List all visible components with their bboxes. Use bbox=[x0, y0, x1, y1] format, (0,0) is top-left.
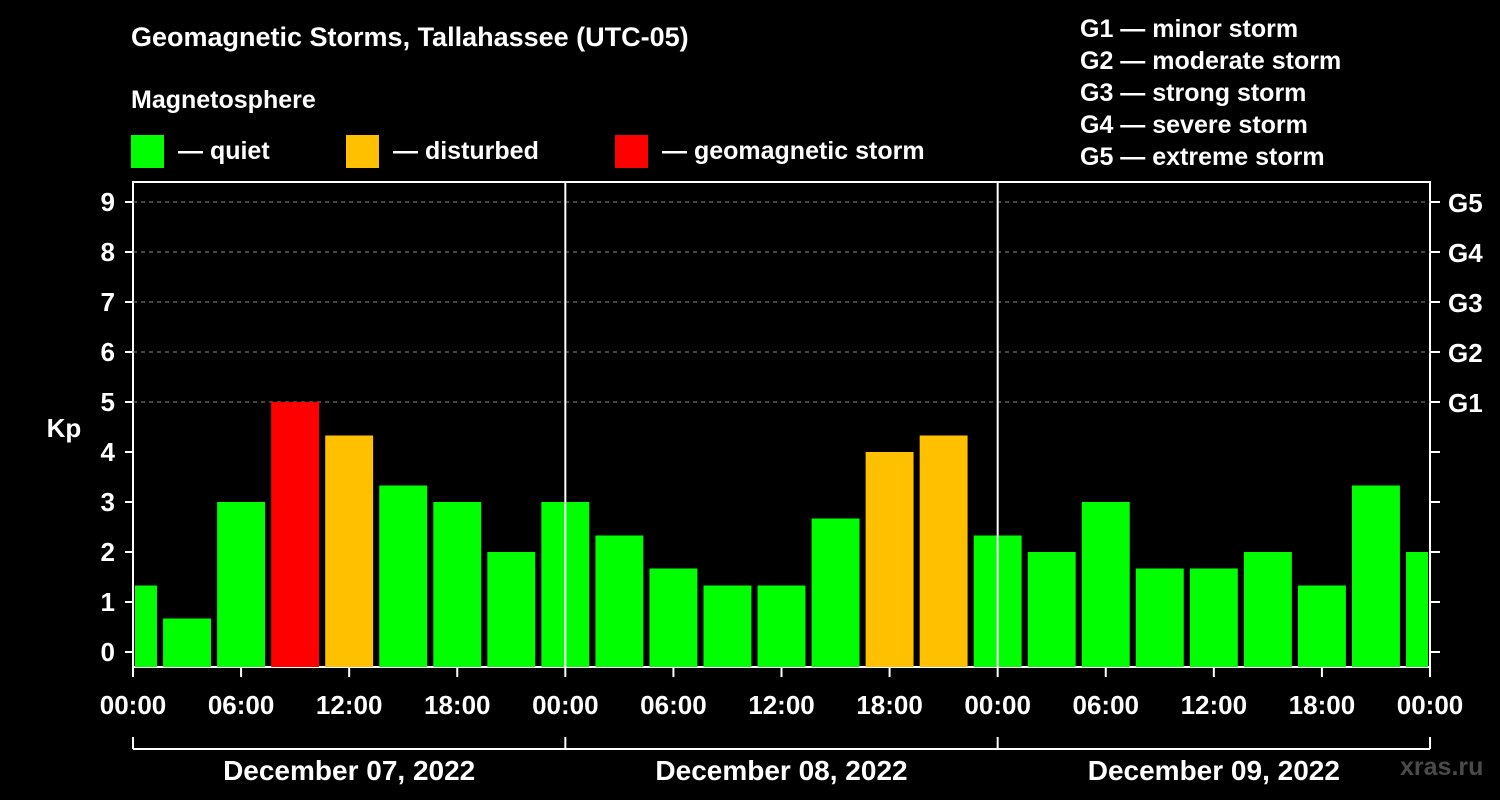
kp-bar-18 bbox=[1027, 552, 1076, 667]
kp-bar-8 bbox=[487, 552, 536, 667]
y-tick-label-0: 0 bbox=[101, 637, 115, 667]
kp-bar-25 bbox=[1406, 552, 1428, 667]
x-tick-label-13: 00:00 bbox=[1397, 690, 1464, 720]
x-tick-label-6: 06:00 bbox=[640, 690, 707, 720]
y-tick-label-4: 4 bbox=[101, 437, 116, 467]
kp-bar-4 bbox=[271, 402, 320, 667]
right-axis-label-g1: G1 bbox=[1448, 388, 1483, 418]
legend-item-storm: — geomagnetic storm bbox=[615, 133, 925, 169]
right-axis-label-g5: G5 bbox=[1448, 188, 1483, 218]
x-tick-label-12: 18:00 bbox=[1289, 690, 1356, 720]
x-tick-label-2: 06:00 bbox=[208, 690, 275, 720]
storm-scale-g2: G2 — moderate storm bbox=[1080, 47, 1342, 75]
kp-bar-24 bbox=[1351, 485, 1400, 667]
kp-bar-10 bbox=[595, 535, 644, 667]
y-tick-label-5: 5 bbox=[101, 387, 115, 417]
right-axis-label-g4: G4 bbox=[1448, 238, 1483, 268]
y-tick-label-2: 2 bbox=[101, 537, 115, 567]
y-tick-label-9: 9 bbox=[101, 187, 115, 217]
legend-heading: Magnetosphere bbox=[131, 86, 316, 114]
storm-scale-list: G1 — minor storm G2 — moderate storm G3 … bbox=[1080, 13, 1341, 173]
legend-swatch-quiet bbox=[131, 134, 164, 168]
storm-scale-g5: G5 — extreme storm bbox=[1080, 143, 1325, 171]
x-tick-label-8: 18:00 bbox=[856, 690, 923, 720]
legend-swatch-disturbed bbox=[346, 134, 379, 168]
day-label-2: December 08, 2022 bbox=[655, 755, 907, 786]
storm-scale-g1: G1 — minor storm bbox=[1080, 15, 1299, 43]
y-tick-label-6: 6 bbox=[101, 337, 115, 367]
day-label-3: December 09, 2022 bbox=[1088, 755, 1340, 786]
kp-bar-1 bbox=[135, 585, 157, 667]
kp-bar-11 bbox=[649, 568, 698, 667]
x-tick-label-3: 12:00 bbox=[316, 690, 383, 720]
x-tick-label-4: 18:00 bbox=[424, 690, 491, 720]
y-axis-label: Kp bbox=[47, 413, 82, 443]
storm-scale-g3: G3 — strong storm bbox=[1080, 79, 1307, 107]
day-label-1: December 07, 2022 bbox=[223, 755, 475, 786]
kp-bar-13 bbox=[757, 585, 806, 667]
legend-swatch-storm bbox=[615, 134, 648, 168]
kp-bar-6 bbox=[379, 485, 428, 667]
right-axis-label-g3: G3 bbox=[1448, 288, 1483, 318]
kp-bar-7 bbox=[433, 502, 482, 667]
legend-item-disturbed: — disturbed bbox=[346, 133, 539, 169]
right-axis-label-g2: G2 bbox=[1448, 338, 1483, 368]
x-tick-label-10: 06:00 bbox=[1073, 690, 1140, 720]
y-tick-label-3: 3 bbox=[101, 487, 115, 517]
y-tick-label-7: 7 bbox=[101, 287, 115, 317]
y-tick-label-1: 1 bbox=[101, 587, 115, 617]
kp-bar-12 bbox=[703, 585, 752, 667]
kp-bar-2 bbox=[163, 618, 212, 667]
kp-bar-3 bbox=[217, 502, 266, 667]
x-tick-label-7: 12:00 bbox=[748, 690, 815, 720]
kp-bar-23 bbox=[1297, 585, 1346, 667]
kp-bar-22 bbox=[1243, 552, 1292, 667]
kp-bar-19 bbox=[1081, 502, 1130, 667]
legend-item-quiet: — quiet bbox=[131, 133, 270, 169]
kp-bar-14 bbox=[811, 518, 860, 667]
x-tick-label-5: 00:00 bbox=[532, 690, 599, 720]
legend-label-quiet: — quiet bbox=[178, 136, 270, 165]
kp-bar-21 bbox=[1189, 568, 1238, 667]
kp-bar-20 bbox=[1135, 568, 1184, 667]
legend-label-disturbed: — disturbed bbox=[393, 136, 539, 165]
x-tick-label-9: 00:00 bbox=[964, 690, 1031, 720]
chart-title: Geomagnetic Storms, Tallahassee (UTC-05) bbox=[131, 22, 689, 52]
storm-scale-g4: G4 — severe storm bbox=[1080, 111, 1308, 139]
kp-bar-5 bbox=[325, 435, 374, 667]
kp-bar-16 bbox=[919, 435, 968, 667]
site-credit: xras.ru bbox=[1400, 753, 1484, 781]
x-tick-label-1: 00:00 bbox=[100, 690, 167, 720]
x-tick-label-11: 12:00 bbox=[1181, 690, 1248, 720]
y-tick-label-8: 8 bbox=[101, 237, 115, 267]
legend-label-storm: — geomagnetic storm bbox=[662, 136, 925, 165]
kp-bar-15 bbox=[865, 452, 914, 667]
